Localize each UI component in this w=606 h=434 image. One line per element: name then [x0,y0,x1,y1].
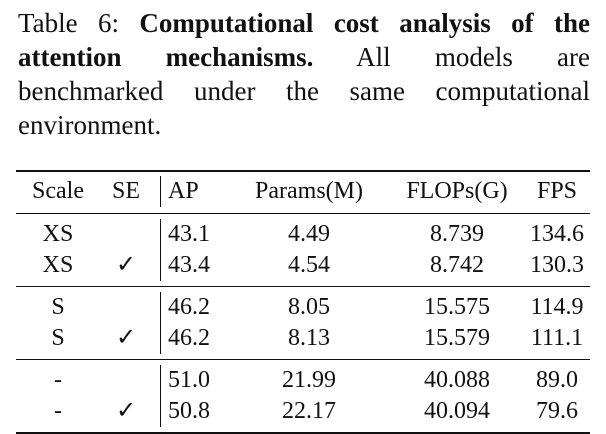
cell-flops: 15.575 [424,294,490,320]
cell-flops: 8.742 [430,252,484,278]
header-se: SE [111,178,140,204]
cell-ap: 43.4 [168,252,210,278]
table-row: - 51.0 21.99 40.088 89.0 [16,365,590,396]
group-rule [16,286,590,287]
cell-params: 8.13 [288,325,330,351]
table-header: Scale SE AP Params(M) FLOPs(G) FPS [16,172,590,213]
checkmark-icon: ✓ [115,325,137,351]
cell-ap: 50.8 [168,398,210,424]
header-params: Params(M) [255,178,363,204]
cell-params: 8.05 [288,294,330,320]
cell-fps: 111.1 [530,325,584,351]
checkmark-icon: ✓ [115,252,137,278]
cell-fps: 134.6 [530,221,584,247]
caption-description: All models are benchmarked under the sam… [18,42,590,140]
top-rule [16,170,590,172]
group-base: - 51.0 21.99 40.088 89.0 - ✓ 50.8 22.17 … [16,360,590,432]
checkmark-icon: ✓ [115,398,137,424]
table-caption: Table 6: Computational cost analysis of … [18,6,590,142]
cell-params: 4.49 [288,221,330,247]
column-divider [160,365,161,427]
cell-params: 4.54 [288,252,330,278]
cell-scale: XS [42,221,74,247]
cell-fps: 79.6 [536,398,578,424]
cell-scale: - [54,367,62,393]
cell-ap: 46.2 [168,294,210,320]
table-row: S 46.2 8.05 15.575 114.9 [16,292,590,323]
table-row: XS ✓ 43.4 4.54 8.742 130.3 [16,250,590,281]
group-xs: XS 43.1 4.49 8.739 134.6 XS ✓ 43.4 4.54 … [16,214,590,286]
cell-fps: 89.0 [536,367,578,393]
column-divider [160,292,161,354]
caption-title: Computational cost analysis of the atten… [18,8,591,72]
cell-flops: 15.579 [424,325,490,351]
cell-scale: S [51,294,65,320]
table-row: XS 43.1 4.49 8.739 134.6 [16,219,590,250]
cell-scale: - [54,398,62,424]
column-divider [160,219,161,281]
cell-params: 22.17 [282,398,336,424]
header-rule [16,213,590,214]
results-table: Scale SE AP Params(M) FLOPs(G) FPS XS 43… [16,170,590,434]
cell-flops: 40.094 [424,398,490,424]
cell-params: 21.99 [282,367,336,393]
group-s: S 46.2 8.05 15.575 114.9 S ✓ 46.2 8.13 1… [16,287,590,359]
group-rule [16,359,590,360]
cell-flops: 8.739 [430,221,484,247]
cell-scale: XS [42,252,74,278]
header-ap: AP [168,178,199,204]
column-divider [160,176,161,207]
cell-flops: 40.088 [424,367,490,393]
header-scale: Scale [32,178,84,204]
cell-fps: 114.9 [530,294,584,320]
header-fps: FPS [536,178,578,204]
header-flops: FLOPs(G) [406,178,508,204]
table-row: S ✓ 46.2 8.13 15.579 111.1 [16,323,590,354]
table-row: - ✓ 50.8 22.17 40.094 79.6 [16,396,590,427]
cell-fps: 130.3 [530,252,584,278]
caption-label: Table 6: [18,8,119,38]
cell-scale: S [51,325,65,351]
cell-ap: 43.1 [168,221,210,247]
cell-ap: 46.2 [168,325,210,351]
cell-ap: 51.0 [168,367,210,393]
